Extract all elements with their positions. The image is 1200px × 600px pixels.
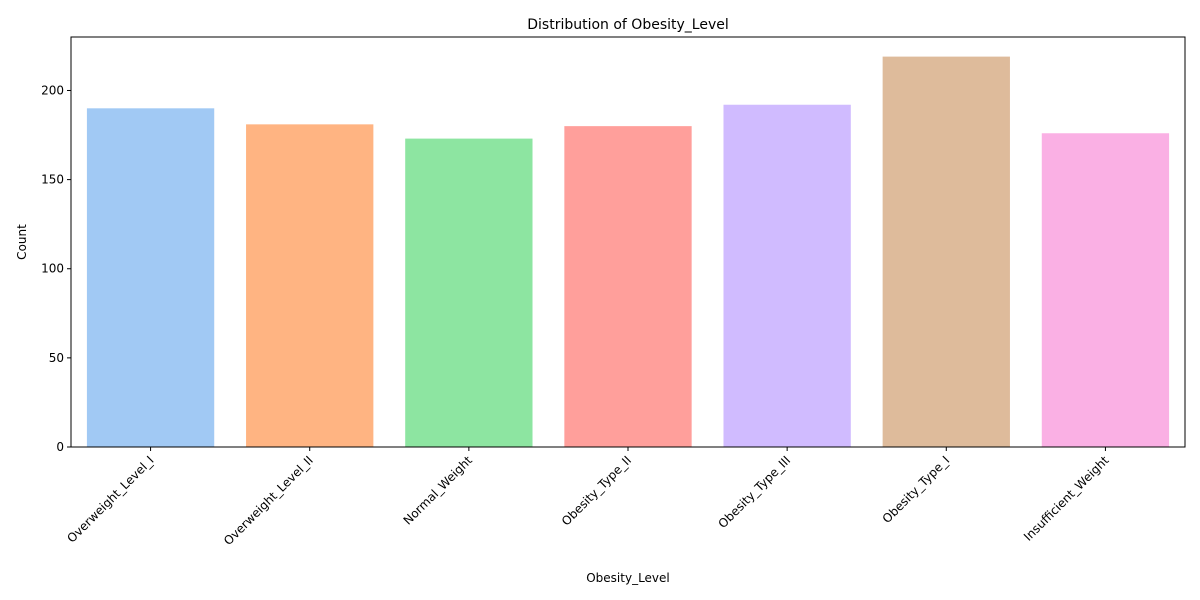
y-tick-label: 0 xyxy=(56,440,64,454)
bar-obesity-type-ii xyxy=(564,126,692,447)
bar-overweight-level-i xyxy=(86,108,215,447)
y-tick-label: 200 xyxy=(41,83,64,97)
y-tick-label: 150 xyxy=(41,173,64,187)
bar-overweight-level-ii xyxy=(246,124,374,447)
bar-obesity-type-i xyxy=(882,56,1010,447)
x-axis-label: Obesity_Level xyxy=(586,571,670,585)
y-tick-label: 50 xyxy=(49,351,64,365)
y-axis: 0 50 100 150 200 xyxy=(41,83,71,454)
y-axis-label: Count xyxy=(15,224,29,260)
bar-obesity-type-iii xyxy=(723,104,851,447)
bar-normal-weight xyxy=(405,138,533,447)
chart-title: Distribution of Obesity_Level xyxy=(527,17,729,33)
plot-frame xyxy=(70,36,1186,448)
bar-insufficient-weight xyxy=(1041,133,1170,447)
y-tick-label: 100 xyxy=(41,262,64,276)
bars xyxy=(86,56,1170,447)
